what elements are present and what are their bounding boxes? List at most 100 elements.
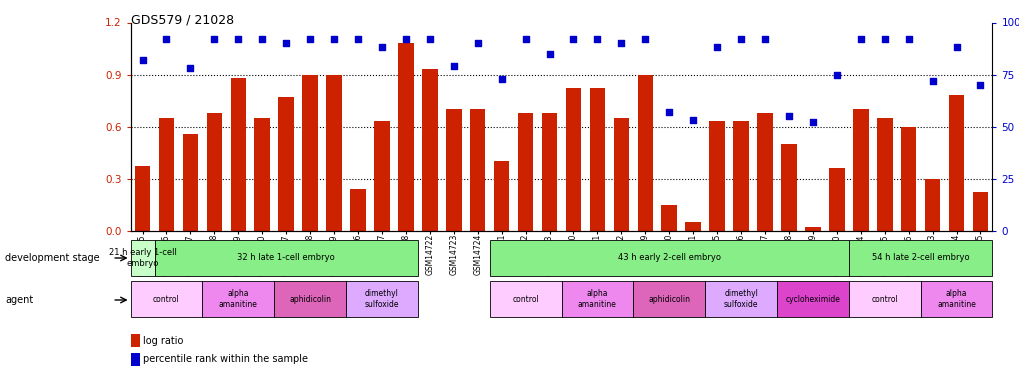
Point bbox=[230, 36, 247, 42]
Bar bbox=[613, 118, 629, 231]
Point bbox=[900, 36, 916, 42]
Point bbox=[971, 82, 987, 88]
Bar bbox=[130, 281, 202, 317]
Bar bbox=[489, 281, 561, 317]
Bar bbox=[470, 109, 485, 231]
Text: agent: agent bbox=[5, 295, 34, 305]
Point bbox=[612, 40, 629, 46]
Point bbox=[206, 36, 222, 42]
Point bbox=[541, 51, 557, 57]
Text: development stage: development stage bbox=[5, 253, 100, 263]
Point bbox=[733, 36, 749, 42]
Bar bbox=[350, 189, 366, 231]
Bar bbox=[345, 281, 418, 317]
Point bbox=[852, 36, 868, 42]
Point bbox=[493, 76, 510, 82]
Text: aphidicolin: aphidicolin bbox=[288, 295, 331, 304]
Bar bbox=[685, 222, 700, 231]
Bar bbox=[541, 112, 556, 231]
Bar bbox=[708, 122, 725, 231]
Point bbox=[804, 119, 820, 125]
Point bbox=[469, 40, 485, 46]
Point bbox=[589, 36, 605, 42]
Bar bbox=[561, 281, 633, 317]
Bar bbox=[154, 240, 418, 276]
Bar bbox=[489, 240, 848, 276]
Bar bbox=[397, 44, 414, 231]
Point bbox=[756, 36, 772, 42]
Bar bbox=[756, 112, 772, 231]
Text: 32 h late 1-cell embryo: 32 h late 1-cell embryo bbox=[237, 254, 334, 262]
Bar bbox=[130, 334, 140, 347]
Bar bbox=[804, 227, 820, 231]
Bar bbox=[207, 112, 222, 231]
Bar bbox=[852, 109, 868, 231]
Bar bbox=[781, 144, 796, 231]
Bar bbox=[660, 205, 677, 231]
Point bbox=[827, 72, 844, 78]
Bar bbox=[876, 118, 892, 231]
Bar bbox=[828, 168, 844, 231]
Bar bbox=[848, 240, 991, 276]
Bar bbox=[493, 161, 508, 231]
Point bbox=[517, 36, 533, 42]
Point bbox=[637, 36, 653, 42]
Text: percentile rank within the sample: percentile rank within the sample bbox=[144, 354, 308, 364]
Point bbox=[397, 36, 414, 42]
Text: 21 h early 1-cell
embryo: 21 h early 1-cell embryo bbox=[108, 248, 176, 267]
Text: alpha
amanitine: alpha amanitine bbox=[936, 290, 975, 309]
Point bbox=[660, 109, 677, 115]
Bar bbox=[254, 118, 270, 231]
Point bbox=[373, 45, 389, 51]
Bar bbox=[230, 78, 246, 231]
Text: cycloheximide: cycloheximide bbox=[785, 295, 840, 304]
Bar bbox=[733, 122, 748, 231]
Bar bbox=[445, 109, 462, 231]
Bar bbox=[920, 281, 991, 317]
Point bbox=[135, 57, 151, 63]
Bar bbox=[589, 88, 604, 231]
Point bbox=[780, 113, 796, 119]
Text: control: control bbox=[512, 295, 538, 304]
Bar bbox=[130, 352, 140, 366]
Text: aphidicolin: aphidicolin bbox=[648, 295, 690, 304]
Bar bbox=[633, 281, 704, 317]
Bar bbox=[202, 281, 274, 317]
Bar bbox=[182, 134, 198, 231]
Point bbox=[685, 117, 701, 123]
Bar bbox=[278, 97, 293, 231]
Text: alpha
amanitine: alpha amanitine bbox=[578, 290, 616, 309]
Bar bbox=[972, 192, 987, 231]
Text: 54 h late 2-cell embryo: 54 h late 2-cell embryo bbox=[871, 254, 968, 262]
Text: dimethyl
sulfoxide: dimethyl sulfoxide bbox=[723, 290, 757, 309]
Point bbox=[254, 36, 270, 42]
Bar bbox=[704, 281, 776, 317]
Bar bbox=[422, 69, 437, 231]
Text: alpha
amanitine: alpha amanitine bbox=[219, 290, 258, 309]
Text: control: control bbox=[153, 295, 179, 304]
Bar bbox=[776, 281, 848, 317]
Point bbox=[948, 45, 964, 51]
Bar bbox=[518, 112, 533, 231]
Point bbox=[923, 78, 940, 84]
Point bbox=[158, 36, 174, 42]
Point bbox=[302, 36, 318, 42]
Point bbox=[182, 65, 199, 71]
Bar bbox=[302, 75, 318, 231]
Bar bbox=[848, 281, 920, 317]
Text: control: control bbox=[870, 295, 897, 304]
Text: GDS579 / 21028: GDS579 / 21028 bbox=[130, 13, 233, 26]
Text: 43 h early 2-cell embryo: 43 h early 2-cell embryo bbox=[618, 254, 720, 262]
Bar bbox=[135, 166, 150, 231]
Bar bbox=[924, 178, 940, 231]
Bar bbox=[566, 88, 581, 231]
Bar bbox=[130, 240, 154, 276]
Text: dimethyl
sulfoxide: dimethyl sulfoxide bbox=[365, 290, 398, 309]
Point bbox=[278, 40, 294, 46]
Point bbox=[350, 36, 366, 42]
Bar bbox=[374, 122, 389, 231]
Point bbox=[875, 36, 892, 42]
Text: log ratio: log ratio bbox=[144, 336, 183, 345]
Point bbox=[421, 36, 437, 42]
Point bbox=[445, 63, 462, 69]
